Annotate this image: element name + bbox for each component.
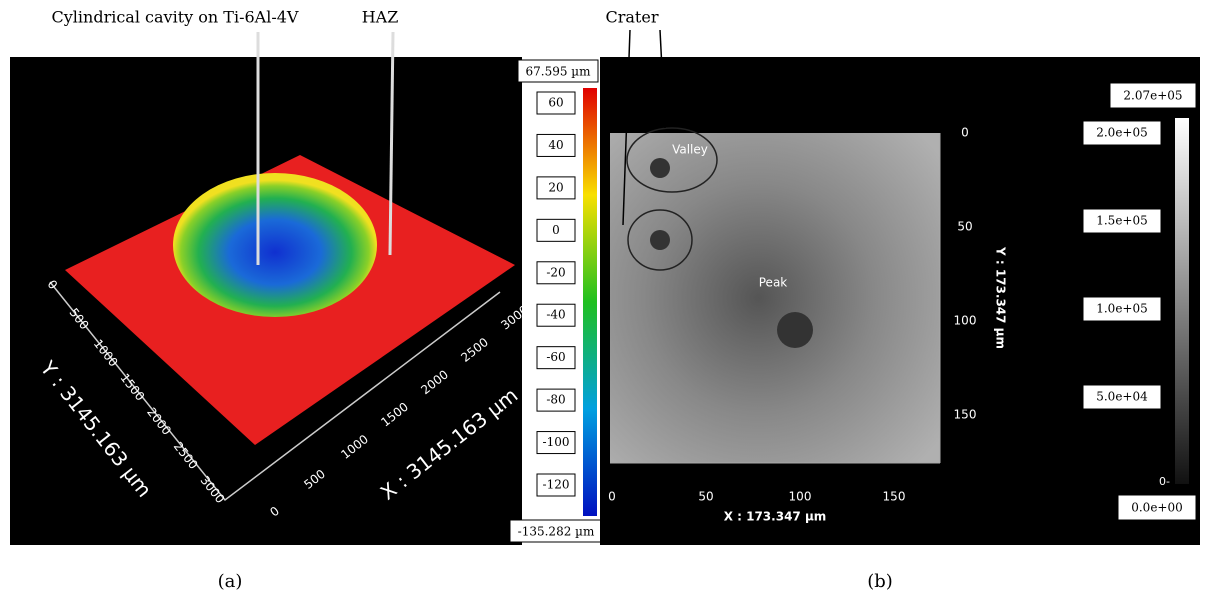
y-tick-label: 0 xyxy=(961,126,969,140)
crater xyxy=(650,230,670,250)
colorbar-tick: 1.0e+05 xyxy=(1096,302,1148,316)
colorbar-tick: -60 xyxy=(546,350,565,364)
x-tick-label: 0 xyxy=(608,490,616,504)
x-tick-label: 50 xyxy=(698,490,713,504)
cavity xyxy=(173,173,377,317)
marker-label: Peak xyxy=(759,276,788,290)
colorbar-tick: 40 xyxy=(548,138,563,152)
colorbar-tick: -100 xyxy=(543,435,570,449)
y-tick-label: 50 xyxy=(957,220,972,234)
annotation: HAZ xyxy=(362,8,399,27)
colorbar-max: 2.07e+05 xyxy=(1123,89,1182,103)
colorbar-zero: 0- xyxy=(1159,475,1170,488)
colorbar-tick: 1.5e+05 xyxy=(1096,214,1148,228)
annotation: Crater xyxy=(606,8,659,27)
y-tick-label: 100 xyxy=(954,314,977,328)
annotation: Cylindrical cavity on Ti-6Al-4V xyxy=(52,8,299,27)
figure: Cylindrical cavity on Ti-6Al-4V HAZ Y : … xyxy=(0,0,1207,597)
colorbar xyxy=(1175,118,1189,484)
x-tick-label: 150 xyxy=(883,490,906,504)
colorbar-tick: -120 xyxy=(543,478,570,492)
crater xyxy=(650,158,670,178)
colorbar-tick: 5.0e+04 xyxy=(1096,390,1148,404)
marker-label: Valley xyxy=(672,143,708,157)
x-axis-label: X : 173.347 µm xyxy=(724,510,827,524)
sem-image xyxy=(610,133,940,463)
colorbar-max: 67.595 µm xyxy=(526,65,592,79)
y-tick-label: 150 xyxy=(954,408,977,422)
colorbar xyxy=(583,88,597,516)
colorbar-tick: -80 xyxy=(546,393,565,407)
colorbar-tick: 20 xyxy=(548,180,563,194)
colorbar-min: -135.282 µm xyxy=(518,525,595,539)
colorbar-tick: 0 xyxy=(552,223,560,237)
feature xyxy=(777,312,813,348)
caption: (a) xyxy=(218,571,243,592)
caption: (b) xyxy=(867,571,893,592)
colorbar-min: 0.0e+00 xyxy=(1131,501,1183,515)
colorbar-tick: 2.0e+05 xyxy=(1096,126,1148,140)
colorbar-tick: 60 xyxy=(548,96,563,110)
y-axis-label: Y : 173.347 µm xyxy=(994,246,1008,349)
colorbar-tick: -40 xyxy=(546,308,565,322)
x-tick-label: 100 xyxy=(789,490,812,504)
colorbar-tick: -20 xyxy=(546,265,565,279)
